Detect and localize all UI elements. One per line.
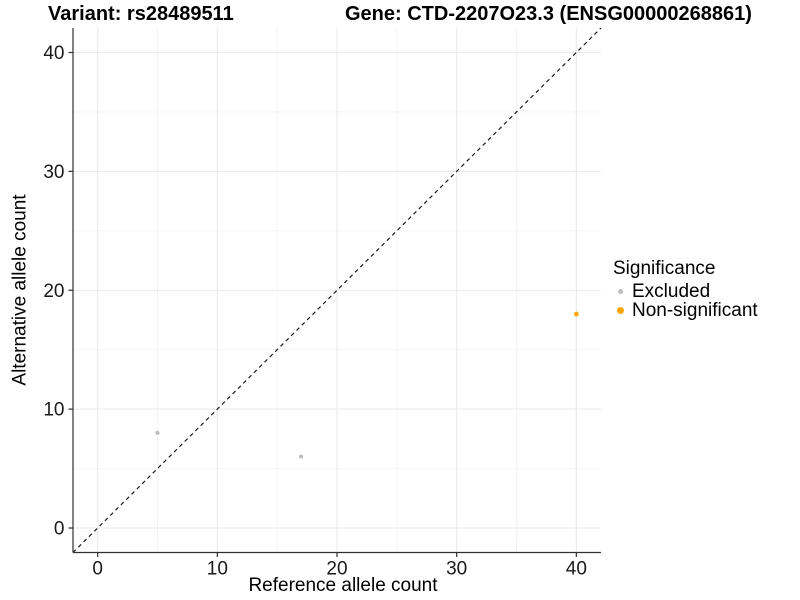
legend-item-non-significant: Non-significant <box>613 299 758 321</box>
y-tick-label: 20 <box>43 281 64 302</box>
data-point-non-significant <box>573 311 579 317</box>
x-tick-label: 40 <box>566 559 587 580</box>
legend-title: Significance <box>613 258 716 279</box>
x-tick-label: 10 <box>207 559 228 580</box>
x-axis-title: Reference allele count <box>248 575 438 596</box>
legend-item-excluded: Excluded <box>613 280 758 302</box>
y-tick-label: 30 <box>43 162 64 183</box>
data-point-excluded <box>299 454 304 459</box>
y-tick-label: 10 <box>43 400 64 421</box>
legend-item-label: Excluded <box>632 280 711 302</box>
y-tick-label: 40 <box>43 43 64 64</box>
legend-item-label: Non-significant <box>632 299 758 321</box>
plot-title-variant: Variant: rs28489511 <box>48 3 234 25</box>
x-tick-label: 0 <box>92 559 103 580</box>
y-tick-label: 0 <box>54 519 65 540</box>
data-point-excluded <box>155 430 160 435</box>
y-axis-title: Alternative allele count <box>9 194 31 386</box>
legend-key-slot <box>613 306 628 315</box>
x-tick-label: 30 <box>446 559 467 580</box>
legend-items: Excluded Non-significant <box>613 280 758 321</box>
legend-dot-icon <box>617 288 624 295</box>
legend: Significance Excluded Non-significant <box>613 257 758 321</box>
plot-title-gene: Gene: CTD-2207O23.3 (ENSG00000268861) <box>345 3 752 25</box>
legend-key-slot <box>613 288 628 295</box>
legend-dot-icon <box>616 306 625 315</box>
x-tick-label: 20 <box>326 559 347 580</box>
